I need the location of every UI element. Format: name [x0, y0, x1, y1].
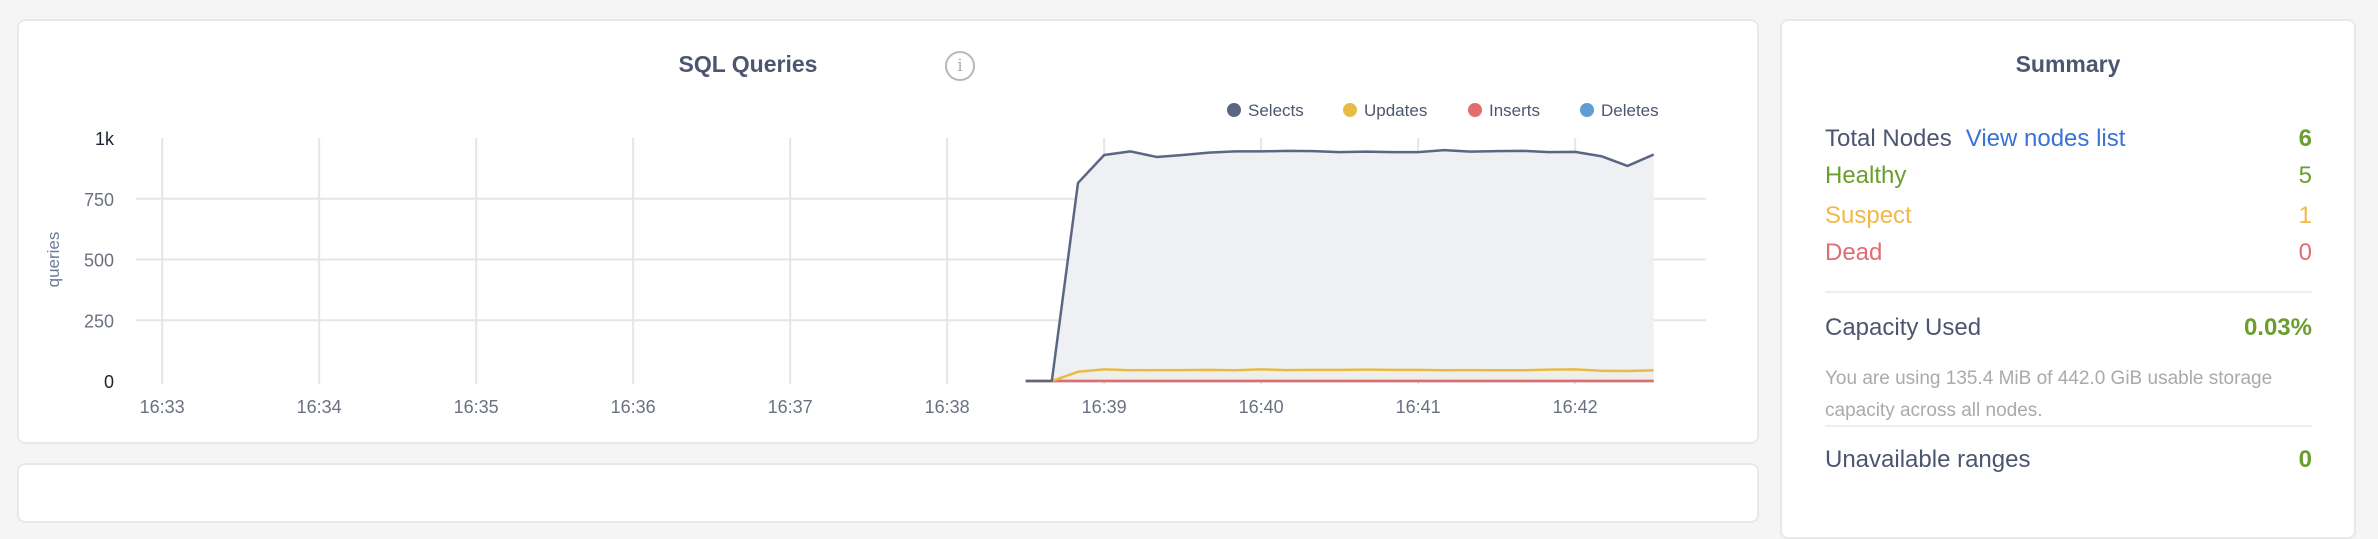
divider	[1825, 291, 2312, 293]
y-tick-label: 750	[84, 190, 114, 210]
dead-label: Dead	[1825, 239, 1883, 266]
capacity-label: Capacity Used	[1825, 314, 1982, 341]
x-tick-label: 16:41	[1396, 397, 1441, 417]
y-tick-label: 1k	[95, 129, 115, 149]
legend-dot-deletes	[1580, 103, 1594, 117]
info-icon[interactable]: i	[945, 51, 975, 81]
suspect-label: Suspect	[1825, 202, 1912, 229]
next-panel	[17, 463, 1759, 523]
y-tick-label: 0	[104, 372, 114, 392]
suspect-value: 1	[2298, 202, 2312, 229]
healthy-value: 5	[2298, 162, 2312, 189]
legend-label-selects: Selects	[1248, 101, 1304, 120]
healthy-label: Healthy	[1825, 162, 1907, 189]
y-axis-label: queries	[44, 232, 63, 288]
x-tick-label: 16:35	[454, 397, 499, 417]
area-selects	[1025, 150, 1654, 381]
capacity-description: You are using 135.4 MiB of 442.0 GiB usa…	[1825, 368, 2273, 421]
capacity-row: Capacity Used 0.03%	[1825, 314, 2312, 342]
suspect-row: Suspect 1	[1825, 202, 2312, 230]
healthy-row: Healthy 5	[1825, 162, 2312, 190]
legend-label-inserts: Inserts	[1489, 101, 1540, 120]
total-nodes-label: Total Nodes	[1825, 125, 1952, 152]
x-tick-label: 16:42	[1553, 397, 1598, 417]
summary-title: Summary	[2015, 51, 2121, 77]
dead-value: 0	[2298, 239, 2312, 266]
series-line-updates	[1025, 368, 1654, 383]
unavailable-ranges-value: 0	[2298, 446, 2312, 473]
unavailable-ranges-row: Unavailable ranges 0	[1825, 446, 2312, 474]
series-line-selects	[1025, 148, 1655, 383]
legend-dot-selects	[1227, 103, 1241, 117]
sql-queries-chart: 0 250 500 750 1k 16:33 16:34 16:35 16:36 16:37 16:…	[44, 101, 1706, 417]
area-updates	[1025, 369, 1654, 381]
dead-row: Dead 0	[1825, 239, 2312, 267]
x-tick-label: 16:38	[925, 397, 970, 417]
summary-panel: Summary Total Nodes View nodes list 6 Hea…	[1780, 19, 2356, 539]
x-tick-label: 16:33	[140, 397, 185, 417]
capacity-value: 0.03%	[2243, 314, 2312, 341]
x-tick-label: 16:36	[611, 397, 656, 417]
legend-dot-updates	[1343, 103, 1357, 117]
x-tick-label: 16:34	[297, 397, 342, 417]
x-tick-label: 16:39	[1082, 397, 1127, 417]
legend-dot-inserts	[1468, 103, 1482, 117]
total-nodes-value: 6	[2298, 125, 2312, 152]
x-tick-label: 16:37	[768, 397, 813, 417]
y-tick-label: 500	[84, 251, 114, 271]
legend-label-deletes: Deletes	[1601, 101, 1659, 120]
chart-title: SQL Queries	[678, 51, 818, 77]
sql-queries-panel: SQL Queries i 0 250 500 750 1k 16:33 16:34 16:3…	[17, 19, 1759, 444]
view-nodes-list-link[interactable]: View nodes list	[1965, 125, 2126, 152]
total-nodes-row: Total Nodes View nodes list 6	[1825, 125, 2312, 153]
unavailable-ranges-label: Unavailable ranges	[1825, 446, 2031, 473]
divider	[1825, 425, 2312, 427]
legend-label-updates: Updates	[1364, 101, 1427, 120]
y-tick-label: 250	[84, 311, 114, 331]
x-tick-label: 16:40	[1239, 397, 1284, 417]
